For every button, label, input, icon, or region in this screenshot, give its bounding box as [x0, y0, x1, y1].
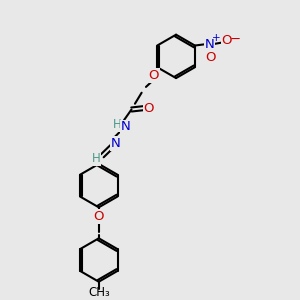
Text: O: O: [221, 34, 232, 47]
Text: H: H: [92, 152, 100, 165]
Text: N: N: [205, 38, 215, 51]
Text: O: O: [205, 52, 216, 64]
Text: −: −: [230, 33, 241, 46]
Text: CH₃: CH₃: [88, 286, 110, 299]
Text: N: N: [111, 137, 120, 150]
Text: O: O: [94, 210, 104, 223]
Text: O: O: [144, 102, 154, 115]
Text: H: H: [113, 118, 122, 131]
Text: O: O: [148, 69, 159, 82]
Text: +: +: [212, 33, 220, 43]
Text: N: N: [121, 120, 130, 134]
